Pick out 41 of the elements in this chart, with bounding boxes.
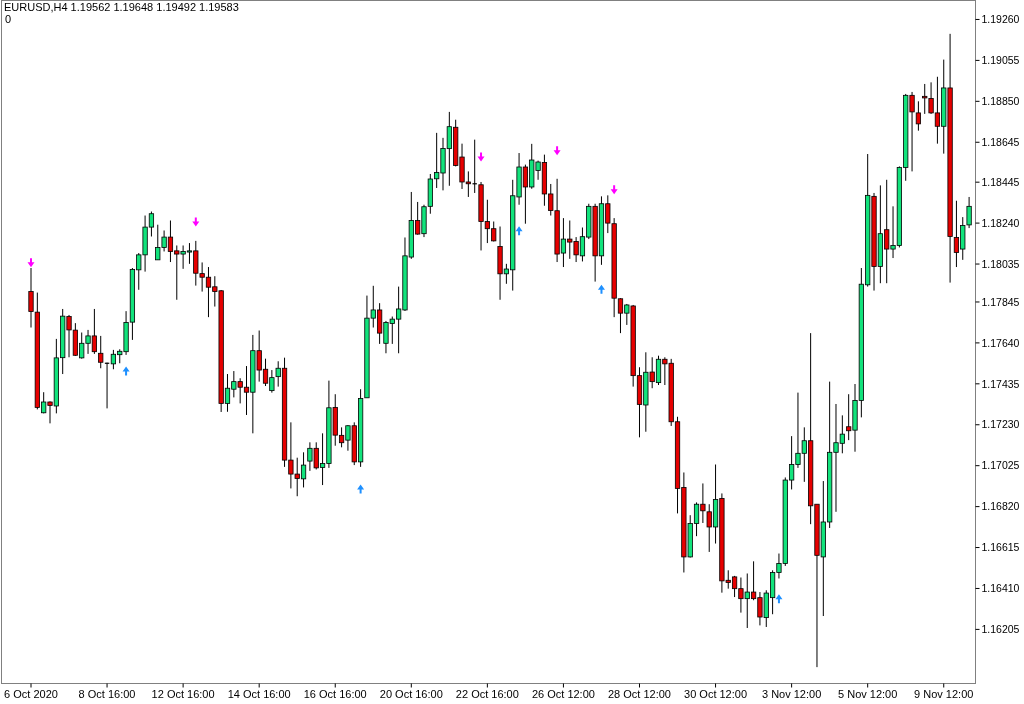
candlestick (98, 335, 104, 369)
y-tick-label: 1.19260 (981, 13, 1020, 26)
point (597, 284, 605, 294)
y-tick-label: 1.16205 (981, 623, 1020, 636)
x-tick-label: 6 Oct 2020 (4, 687, 58, 700)
x-tick-label: 20 Oct 16:00 (379, 687, 443, 700)
y-tick-label: 1.18035 (981, 257, 1020, 270)
y-tick-label: 1.16820 (981, 500, 1020, 513)
point (27, 258, 35, 268)
x-tick-label: 12 Oct 16:00 (151, 687, 215, 700)
x-tick-label: 3 Nov 12:00 (761, 687, 822, 700)
point (610, 185, 618, 195)
y-tick-label: 1.16615 (981, 541, 1020, 554)
y-tick-label: 1.17435 (981, 377, 1020, 390)
point (553, 146, 561, 156)
y-tick-label: 1.18850 (981, 95, 1020, 107)
y-tick-label: 1.17845 (981, 295, 1020, 308)
y-tick-label: 1.19055 (981, 54, 1020, 67)
y-tick-label: 1.18645 (981, 135, 1020, 148)
chart-title: EURUSD,H4 1.19562 1.19648 1.19492 1.19583 (4, 1, 239, 13)
x-tick-label: 16 Oct 16:00 (303, 687, 367, 700)
x-tick-label: 8 Oct 16:00 (78, 687, 136, 700)
x-tick-label: 9 Nov 12:00 (914, 687, 974, 700)
point (122, 366, 130, 376)
y-tick-label: 1.16410 (981, 582, 1020, 595)
y-tick-label: 1.17230 (981, 418, 1020, 431)
x-tick-label: 28 Oct 12:00 (608, 687, 671, 700)
y-tick-label: 1.17640 (981, 336, 1020, 349)
y-tick-label: 1.17025 (981, 459, 1020, 472)
point (357, 484, 365, 494)
y-tick-label: 1.18445 (981, 175, 1020, 188)
point (515, 226, 523, 236)
x-tick-label: 26 Oct 12:00 (531, 687, 595, 700)
y-tick-label: 1.18240 (981, 216, 1020, 229)
x-tick-label: 14 Oct 16:00 (227, 687, 291, 700)
x-tick-label: 30 Oct 12:00 (684, 687, 748, 700)
point (775, 594, 783, 604)
text: 0 (5, 13, 12, 25)
candlestick (28, 267, 34, 329)
x-tick-label: 5 Nov 12:00 (838, 687, 898, 700)
x-tick-label: 22 Oct 16:00 (455, 687, 519, 700)
